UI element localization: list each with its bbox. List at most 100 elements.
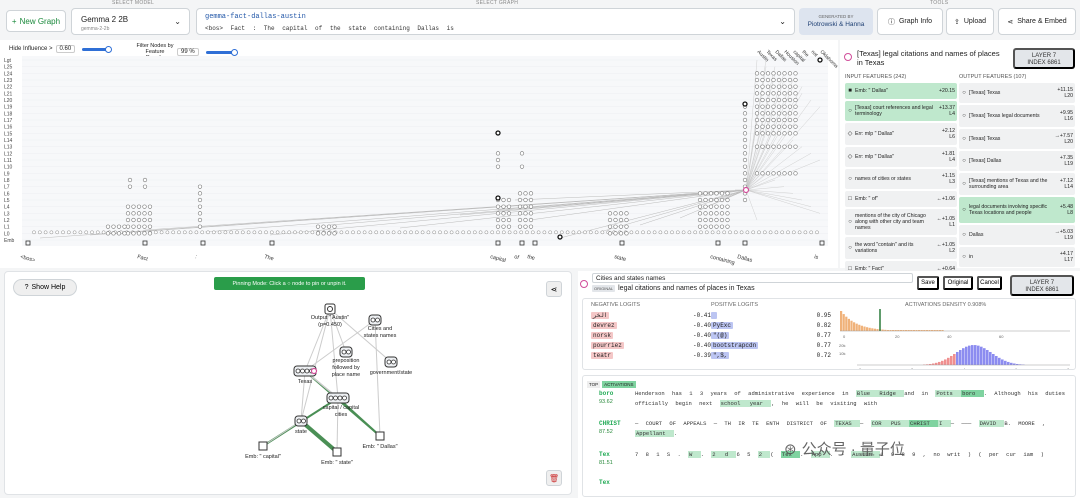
share-embed-button[interactable]: ⋖ Share & Embed — [998, 8, 1076, 35]
feature-node[interactable] — [765, 77, 771, 83]
feature-node[interactable] — [523, 211, 528, 216]
feature-node[interactable] — [793, 91, 798, 96]
feature-node[interactable] — [528, 224, 534, 229]
feature-node[interactable] — [197, 217, 203, 223]
input-feature-item[interactable]: ◇ Err: mlp " Dallas" +2.12 L6 — [845, 123, 957, 145]
output-feature-item[interactable]: ○ [Texas] Texas legal documents +9.95 L16 — [959, 105, 1075, 127]
feature-node[interactable] — [495, 204, 501, 209]
feature-node[interactable] — [613, 217, 618, 223]
feature-node[interactable] — [326, 224, 332, 229]
feature-node[interactable] — [725, 217, 730, 223]
feature-node[interactable] — [116, 224, 122, 229]
layer-index-button[interactable]: LAYER 7 INDEX 6861 — [1013, 48, 1075, 69]
feature-node[interactable] — [618, 231, 624, 236]
feature-node[interactable] — [641, 230, 645, 235]
feature-node[interactable] — [782, 104, 787, 109]
feature-node[interactable] — [111, 231, 116, 236]
feature-node[interactable] — [607, 217, 613, 223]
feature-node[interactable] — [787, 77, 793, 83]
feature-node[interactable] — [760, 71, 765, 76]
feature-node[interactable] — [125, 224, 131, 229]
feature-node[interactable] — [787, 171, 793, 176]
feature-node[interactable] — [332, 231, 337, 236]
feature-node[interactable] — [787, 144, 793, 149]
feature-node[interactable] — [771, 144, 776, 149]
feature-node[interactable] — [72, 230, 77, 235]
feature-node[interactable] — [624, 211, 629, 216]
feature-node[interactable] — [760, 124, 765, 129]
feature-node[interactable] — [776, 124, 782, 129]
feature-node[interactable] — [771, 117, 776, 123]
activation-example[interactable]: CHRIST 87.52 — COURT OF APPEALS — TH IR TE… — [583, 420, 1075, 450]
feature-node[interactable] — [588, 230, 593, 235]
feature-node[interactable] — [787, 117, 793, 123]
feature-node[interactable] — [523, 217, 528, 223]
feature-node[interactable] — [594, 230, 599, 235]
feature-node[interactable] — [760, 171, 765, 176]
feature-node[interactable] — [760, 131, 765, 136]
feature-node[interactable] — [131, 224, 136, 229]
feature-node[interactable] — [776, 84, 782, 89]
subgraph-node-emb-dallas[interactable] — [375, 431, 385, 441]
feature-node[interactable] — [793, 77, 798, 83]
feature-node[interactable] — [127, 184, 133, 189]
feature-node[interactable] — [147, 217, 153, 223]
upload-button[interactable]: ⇪ Upload — [946, 8, 994, 35]
feature-node[interactable] — [697, 191, 703, 196]
feature-node[interactable] — [472, 230, 477, 235]
feature-node[interactable] — [664, 230, 669, 235]
feature-node[interactable] — [264, 230, 268, 235]
subgraph-node-emb-capital[interactable] — [258, 441, 268, 451]
output-feature-item[interactable]: ○ [Texas] mentions of Texas and the surro… — [959, 173, 1075, 195]
feature-node[interactable] — [127, 177, 133, 183]
feature-node[interactable] — [742, 157, 748, 163]
feature-node[interactable] — [771, 91, 776, 96]
feature-node[interactable] — [495, 157, 501, 163]
feature-node[interactable] — [719, 191, 725, 196]
feature-node[interactable] — [786, 230, 790, 235]
feature-node[interactable] — [757, 230, 761, 235]
feature-node[interactable] — [142, 211, 147, 216]
output-feature-item[interactable]: ○ [Texas] Texas →+7.57 L20 — [959, 129, 1075, 149]
pinned-node[interactable] — [557, 234, 563, 240]
feature-node[interactable] — [607, 224, 613, 229]
feature-node[interactable] — [703, 204, 708, 209]
feature-node[interactable] — [501, 211, 506, 216]
feature-node[interactable] — [426, 230, 431, 235]
feature-node[interactable] — [506, 217, 512, 223]
feature-node[interactable] — [78, 230, 83, 235]
feature-node[interactable] — [762, 230, 767, 235]
feature-node[interactable] — [332, 224, 337, 229]
feature-node[interactable] — [793, 104, 798, 109]
feature-node[interactable] — [776, 131, 782, 136]
feature-node[interactable] — [771, 84, 776, 89]
feature-node[interactable] — [517, 224, 523, 229]
feature-node[interactable] — [519, 151, 525, 156]
selected-node[interactable] — [310, 367, 318, 375]
feature-node[interactable] — [122, 224, 127, 229]
feature-name-input[interactable]: Cities and states names — [592, 273, 913, 283]
feature-node[interactable] — [495, 217, 501, 223]
feature-node[interactable] — [443, 230, 448, 235]
feature-node[interactable] — [703, 191, 708, 196]
feature-node[interactable] — [339, 230, 344, 235]
feature-node[interactable] — [188, 230, 193, 235]
feature-node[interactable] — [624, 231, 629, 236]
feature-node[interactable] — [760, 144, 765, 149]
feature-node[interactable] — [793, 84, 798, 89]
feature-node[interactable] — [542, 230, 547, 235]
feature-node[interactable] — [708, 197, 714, 203]
feature-node[interactable] — [501, 204, 506, 209]
feature-node[interactable] — [136, 211, 142, 216]
feature-node[interactable] — [716, 230, 721, 235]
feature-node[interactable] — [739, 230, 744, 235]
feature-node[interactable] — [793, 111, 798, 116]
feature-node[interactable] — [742, 111, 748, 116]
feature-node[interactable] — [782, 171, 787, 176]
feature-node[interactable] — [246, 230, 251, 235]
subgraph-node-preposition[interactable] — [339, 346, 353, 358]
feature-node[interactable] — [776, 71, 782, 76]
feature-node[interactable] — [776, 77, 782, 83]
input-feature-item[interactable]: ○ names of cities or states +1.15 L3 — [845, 169, 957, 189]
feature-node[interactable] — [258, 230, 263, 235]
